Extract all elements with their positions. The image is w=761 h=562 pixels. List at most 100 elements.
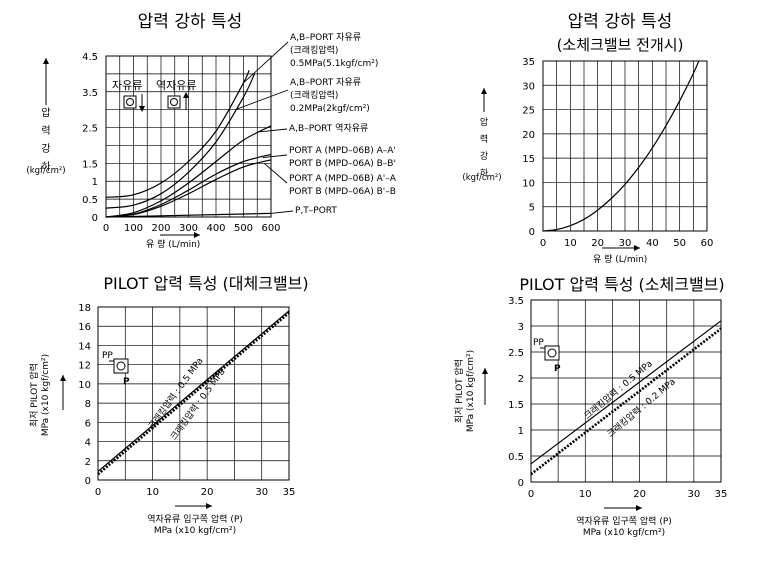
flow-arrow-icon [139, 106, 145, 112]
chart1-y-tick: 1 [92, 177, 98, 188]
chart4-x-tick: 10 [579, 489, 592, 500]
chart4-y-tick: 3 [518, 322, 524, 333]
chart3-y-tick: 18 [78, 303, 91, 314]
chart1-annotation: P,T–PORT [295, 206, 337, 216]
chart1-frame [105, 55, 272, 218]
chart2-subtitle: (소체크밸브 전개시) [557, 36, 684, 54]
chart3-x-tick: 35 [283, 487, 296, 498]
chart1-y-tick: 3.5 [82, 88, 98, 99]
chart2-title: 압력 강하 특성 [568, 12, 673, 32]
chart1-x-tick: 600 [261, 223, 280, 234]
chart1-x-tick: 400 [206, 223, 225, 234]
chart4-x-tick: 30 [687, 489, 700, 500]
pilot-check-valve-icon [116, 361, 126, 371]
chart4-series-line [530, 327, 722, 476]
chart1-x-tick: 100 [124, 223, 143, 234]
chart2-series-line [542, 60, 700, 232]
chart2-x-tick: 0 [540, 238, 546, 249]
chart3-inset-label: P [123, 377, 130, 387]
chart1-x-tick: 0 [103, 223, 109, 234]
chart2-x-tick: 10 [564, 238, 577, 249]
chart4-y-tick: 1 [518, 426, 524, 437]
chart1-yunit: (kgf/cm²) [26, 166, 65, 176]
chart4-inset-label: PP [533, 338, 544, 348]
chart4-y-arrow-head [482, 368, 488, 374]
chart1-series-line [105, 125, 272, 218]
chart3-x-tick: 10 [146, 487, 159, 498]
chart3-y-tick: 16 [78, 322, 91, 333]
chart4-inset-label: P [554, 364, 561, 374]
chart1-y-tick: 0 [92, 213, 98, 224]
chart1-annotation: 0.5MPa(5.1kgf/cm²) [290, 59, 378, 69]
chart4-y-tick: 3.5 [508, 296, 524, 307]
flow-arrow-icon [183, 92, 189, 98]
chart2-x-tick: 30 [619, 238, 632, 249]
chart4-y-tick: 2.5 [508, 348, 524, 359]
chart3-y-arrow-head [60, 375, 66, 381]
chart3-x-tick: 0 [95, 487, 101, 498]
chart1-y-tick: 0.5 [82, 195, 98, 206]
chart1-leader-line [235, 89, 289, 111]
chart3-x-tick: 30 [255, 487, 268, 498]
chart1-title: 압력 강하 특성 [138, 12, 243, 32]
chart1-annotation: (크래킹압력) [290, 89, 338, 101]
chart2-frame [542, 60, 708, 232]
chart3-y-tick: 10 [78, 380, 91, 391]
chart1-ylabel: 력 [41, 125, 50, 137]
chart4-x-arrow-head [636, 505, 642, 511]
chart2-ylabel: 압 [480, 116, 488, 128]
chart2-x-tick: 20 [591, 238, 604, 249]
chart1-ylabel: 하 [41, 160, 50, 173]
chart1-annotation: A,B–PORT 자유류 [290, 32, 361, 43]
chart4-y-tick: 0.5 [508, 452, 524, 463]
chart3-y-tick: 4 [85, 438, 91, 449]
chart1-x-arrow-head [194, 232, 200, 238]
chart4-xlabel: 역자유류 입구쪽 압력 (P) [576, 515, 672, 527]
chart3-y-tick: 0 [85, 476, 91, 487]
chart3-xlabel: 역자유류 입구쪽 압력 (P) [147, 513, 243, 525]
chart4-y-tick: 0 [518, 478, 524, 489]
chart4-series-line [530, 320, 722, 465]
chart3-series-line [97, 311, 290, 476]
chart4-x-tick: 0 [528, 489, 534, 500]
chart2-y-tick: 0 [529, 227, 535, 238]
chart3-y-tick: 12 [78, 361, 91, 372]
chart4-x-tick: 20 [633, 489, 646, 500]
chart1-xlabel: 유 량 (L/min) [146, 238, 200, 250]
chart4-yunit: MPa (x10 kgf/cm²) [466, 350, 476, 432]
chart1-annotation: PORT B (MPD–06A) B'–B [289, 187, 396, 197]
chart1-leader-line [243, 41, 289, 84]
chart3-xunit: MPa (x10 kgf/cm²) [154, 526, 236, 536]
chart1-leader-line [262, 154, 288, 159]
check-valve-icon [126, 98, 134, 106]
chart1-y-tick: 2.5 [82, 124, 98, 135]
pilot-check-valve-icon [547, 348, 557, 358]
chart3-x-arrow-head [206, 503, 212, 509]
chart1-annotation: 0.2MPa(2kgf/cm²) [290, 104, 370, 114]
chart1-series-line [105, 73, 256, 209]
chart3-series-line [97, 310, 290, 472]
chart2-y-tick: 30 [522, 81, 535, 92]
chart2-ylabel: 하 [480, 168, 489, 179]
chart1-y-tick: 1.5 [82, 159, 98, 170]
chart1-ylabel: 강 [41, 143, 50, 155]
check-valve-icon [170, 98, 178, 106]
chart3-ylabel: 최저 PILOT 압력 [28, 363, 40, 427]
chart4-ylabel: 최저 PILOT 압력 [453, 359, 465, 423]
chart3-series-label: 크래킹압력 : 0.5 MPa [146, 355, 206, 431]
chart2-y-arrow-head [481, 88, 487, 94]
chart3-inset-label: PP [102, 351, 113, 361]
chart1-y-tick: 4.5 [82, 52, 98, 63]
chart3-yunit: MPa (x10 kgf/cm²) [41, 354, 51, 436]
chart2-y-tick: 20 [522, 130, 535, 141]
chart1-ylabel: 압 [41, 106, 50, 119]
chart4-y-tick: 2 [518, 374, 524, 385]
chart3-frame [97, 306, 290, 481]
chart1-annotation: A,B–PORT 자유류 [290, 77, 361, 88]
chart2-x-tick: 50 [673, 238, 686, 249]
chart2-x-tick: 60 [701, 238, 714, 249]
chart4-x-tick: 35 [715, 489, 728, 500]
chart1-inset-label: 역자유류 [156, 79, 196, 92]
chart2-y-tick: 35 [522, 57, 535, 68]
chart2-ylabel: 강 [480, 151, 488, 162]
